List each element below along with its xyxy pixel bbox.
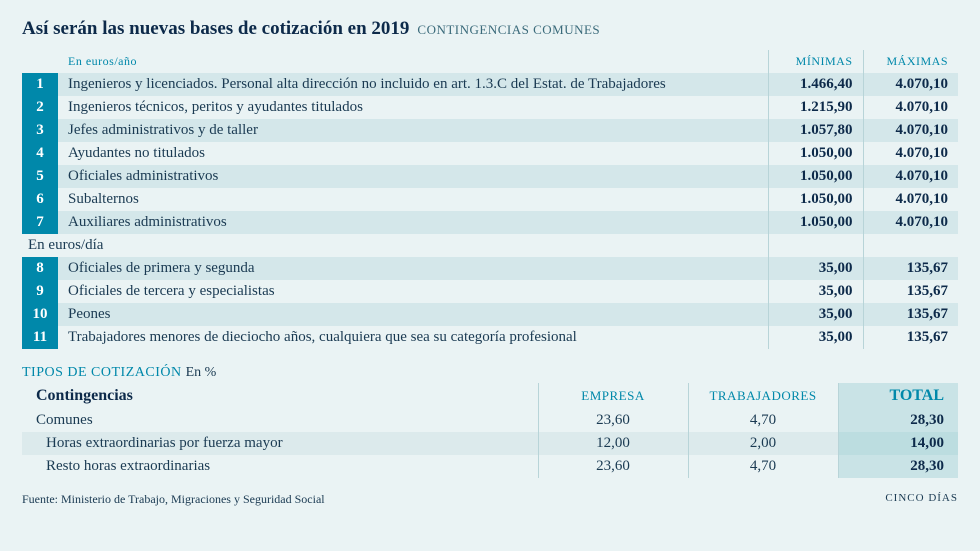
tipos-desc: Comunes: [22, 409, 538, 432]
table-row: 10Peones35,00135,67: [22, 303, 958, 326]
tipos-row: Comunes23,604,7028,30: [22, 409, 958, 432]
row-min: 35,00: [768, 303, 863, 326]
row-max: 135,67: [863, 326, 958, 349]
section-label-day: En euros/día: [22, 234, 768, 257]
row-number: 4: [22, 142, 58, 165]
tipos-total: 14,00: [838, 432, 958, 455]
row-desc: Ayudantes no titulados: [58, 142, 768, 165]
row-max: 4.070,10: [863, 119, 958, 142]
row-desc: Oficiales de primera y segunda: [58, 257, 768, 280]
row-max: 4.070,10: [863, 96, 958, 119]
col-min-header: MÍNIMAS: [768, 50, 863, 73]
tipos-trab: 4,70: [688, 409, 838, 432]
title-row: Así serán las nuevas bases de cotización…: [22, 18, 958, 40]
tipos-row: Horas extraordinarias por fuerza mayor12…: [22, 432, 958, 455]
table-row: 6Subalternos1.050,004.070,10: [22, 188, 958, 211]
row-max: 135,67: [863, 303, 958, 326]
tipos-emp: 23,60: [538, 409, 688, 432]
row-min: 1.050,00: [768, 188, 863, 211]
section-label-year: En euros/año: [58, 50, 768, 73]
table-row: 4Ayudantes no titulados1.050,004.070,10: [22, 142, 958, 165]
table-row: 5Oficiales administrativos1.050,004.070,…: [22, 165, 958, 188]
table-row: 7Auxiliares administrativos1.050,004.070…: [22, 211, 958, 234]
tipos-unit: En %: [186, 365, 217, 380]
row-max: 135,67: [863, 257, 958, 280]
tipos-trab: 2,00: [688, 432, 838, 455]
row-max: 4.070,10: [863, 165, 958, 188]
row-number: 9: [22, 280, 58, 303]
tipos-row: Resto horas extraordinarias23,604,7028,3…: [22, 455, 958, 478]
tipos-emp: 12,00: [538, 432, 688, 455]
row-min: 1.050,00: [768, 142, 863, 165]
row-number: 1: [22, 73, 58, 96]
row-max: 4.070,10: [863, 142, 958, 165]
tipos-header-emp: EMPRESA: [538, 383, 688, 409]
row-min: 35,00: [768, 280, 863, 303]
row-desc: Ingenieros y licenciados. Personal alta …: [58, 73, 768, 96]
row-desc: Ingenieros técnicos, peritos y ayudantes…: [58, 96, 768, 119]
row-max: 4.070,10: [863, 211, 958, 234]
page-title: Así serán las nuevas bases de cotización…: [22, 18, 409, 39]
row-min: 1.050,00: [768, 165, 863, 188]
row-number: 10: [22, 303, 58, 326]
row-number: 8: [22, 257, 58, 280]
row-desc: Peones: [58, 303, 768, 326]
row-max: 135,67: [863, 280, 958, 303]
main-table: En euros/año MÍNIMAS MÁXIMAS 1Ingenieros…: [22, 50, 958, 349]
row-desc: Jefes administrativos y de taller: [58, 119, 768, 142]
tipos-header-total: TOTAL: [838, 383, 958, 409]
table-row: 11Trabajadores menores de dieciocho años…: [22, 326, 958, 349]
row-desc: Oficiales administrativos: [58, 165, 768, 188]
tipos-table: Contingencias EMPRESA TRABAJADORES TOTAL…: [22, 383, 958, 478]
row-min: 1.050,00: [768, 211, 863, 234]
tipos-title: TIPOS DE COTIZACIÓN: [22, 365, 182, 380]
tipos-header-cont: Contingencias: [22, 383, 538, 409]
row-number: 5: [22, 165, 58, 188]
tipos-desc: Resto horas extraordinarias: [22, 455, 538, 478]
table-row: 8Oficiales de primera y segunda35,00135,…: [22, 257, 958, 280]
table-row: 9Oficiales de tercera y especialistas35,…: [22, 280, 958, 303]
row-desc: Oficiales de tercera y especialistas: [58, 280, 768, 303]
tipos-total: 28,30: [838, 455, 958, 478]
table-row: 2Ingenieros técnicos, peritos y ayudante…: [22, 96, 958, 119]
col-max-header: MÁXIMAS: [863, 50, 958, 73]
table-row: 3Jefes administrativos y de taller1.057,…: [22, 119, 958, 142]
row-desc: Subalternos: [58, 188, 768, 211]
tipos-header-trab: TRABAJADORES: [688, 383, 838, 409]
row-min: 35,00: [768, 326, 863, 349]
tipos-total: 28,30: [838, 409, 958, 432]
tipos-header-row: Contingencias EMPRESA TRABAJADORES TOTAL: [22, 383, 958, 409]
row-number: 3: [22, 119, 58, 142]
row-number: 2: [22, 96, 58, 119]
row-desc: Trabajadores menores de dieciocho años, …: [58, 326, 768, 349]
row-min: 1.466,40: [768, 73, 863, 96]
row-number: 6: [22, 188, 58, 211]
row-max: 4.070,10: [863, 188, 958, 211]
tipos-desc: Horas extraordinarias por fuerza mayor: [22, 432, 538, 455]
row-max: 4.070,10: [863, 73, 958, 96]
footer: Fuente: Ministerio de Trabajo, Migracion…: [22, 492, 958, 507]
footer-source: Fuente: Ministerio de Trabajo, Migracion…: [22, 492, 325, 507]
row-number: 7: [22, 211, 58, 234]
tipos-trab: 4,70: [688, 455, 838, 478]
tipos-title-row: TIPOS DE COTIZACIÓN En %: [22, 363, 958, 381]
tipos-block: TIPOS DE COTIZACIÓN En % Contingencias E…: [22, 363, 958, 478]
footer-brand: CINCO DÍAS: [885, 492, 958, 507]
row-min: 1.057,80: [768, 119, 863, 142]
table-row: 1Ingenieros y licenciados. Personal alta…: [22, 73, 958, 96]
row-min: 1.215,90: [768, 96, 863, 119]
tipos-emp: 23,60: [538, 455, 688, 478]
page-subtitle: CONTINGENCIAS COMUNES: [417, 22, 600, 37]
row-desc: Auxiliares administrativos: [58, 211, 768, 234]
header-row: En euros/año MÍNIMAS MÁXIMAS: [22, 50, 958, 73]
row-min: 35,00: [768, 257, 863, 280]
section-row-day: En euros/día: [22, 234, 958, 257]
row-number: 11: [22, 326, 58, 349]
